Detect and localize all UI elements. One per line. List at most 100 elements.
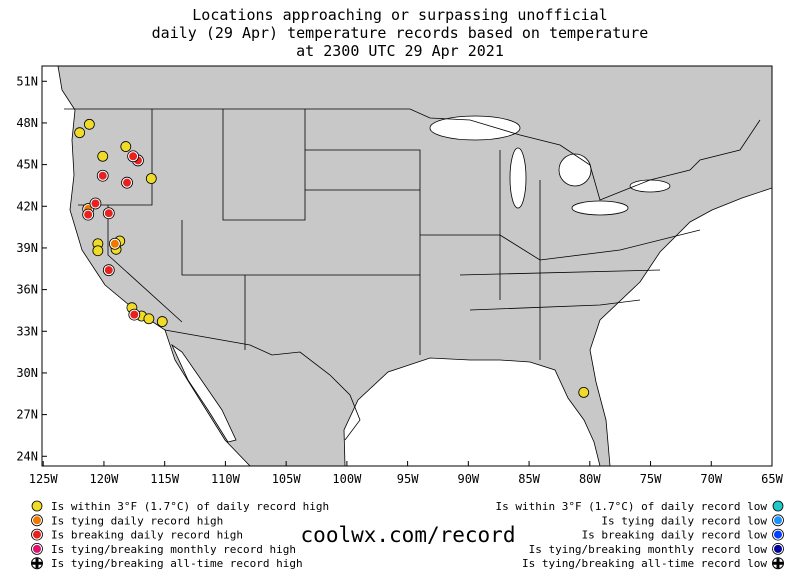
x-tick-label: 115W [150, 472, 180, 486]
marker-body [97, 150, 109, 162]
state-lines [459, 269, 661, 276]
y-tick-label: 30N [16, 366, 38, 380]
marker [82, 208, 95, 221]
marker [31, 514, 43, 527]
gulf-of-mexico [343, 357, 601, 467]
marker-core [774, 530, 782, 539]
marker-core [129, 152, 138, 161]
marker-core [130, 310, 139, 319]
marker [127, 150, 139, 163]
marker-core [774, 516, 782, 525]
marker [772, 514, 784, 527]
marker-pattern [32, 558, 42, 569]
marker [145, 173, 157, 184]
marker [121, 176, 133, 189]
marker [96, 169, 109, 182]
marker-core [91, 199, 100, 208]
marker-core [123, 178, 132, 187]
x-tick-label: 105W [272, 472, 302, 486]
marker [31, 543, 43, 555]
y-tick-label: 24N [16, 449, 38, 463]
legend-label: Is breaking daily record high [51, 529, 243, 542]
x-tick-label: 65W [761, 472, 783, 486]
marker [772, 500, 784, 512]
marker-body [120, 141, 132, 152]
map-frame [41, 65, 773, 467]
y-tick-label: 51N [16, 74, 38, 88]
lake-michigan [509, 147, 527, 209]
legend-label: Is within 3°F (1.7°C) of daily record hi… [51, 500, 329, 513]
y-tick-label: 27N [16, 408, 38, 422]
marker [128, 308, 141, 321]
marker [156, 316, 168, 327]
state-lines [181, 220, 421, 355]
marker [143, 313, 155, 325]
canada-border [64, 108, 761, 201]
mexico-border [164, 329, 361, 441]
legend-label: Is tying daily record high [51, 514, 223, 527]
marker-body [772, 500, 784, 512]
legend-label: Is tying/breaking all-time record high [51, 557, 303, 570]
legend-label: Is tying/breaking monthly record high [51, 543, 296, 556]
marker [83, 118, 95, 130]
lake-erie [571, 200, 629, 216]
pacific-ocean [41, 65, 251, 467]
title-line: at 2300 UTC 29 Apr 2021 [296, 42, 504, 60]
marker [31, 557, 43, 570]
marker-pattern [773, 558, 783, 569]
x-tick-label: 95W [397, 472, 419, 486]
marker [578, 386, 590, 398]
marker [108, 237, 121, 250]
x-tick-label: 100W [332, 472, 362, 486]
marker [97, 150, 109, 162]
title-line: Locations approaching or surpassing unof… [192, 6, 607, 24]
marker [89, 197, 102, 210]
marker [772, 543, 784, 555]
legend-label: Is tying daily record low [601, 514, 767, 527]
state-lines [222, 109, 306, 221]
marker-body [74, 127, 86, 139]
legend-label: Is within 3°F (1.7°C) of daily record lo… [495, 500, 767, 513]
marker-core [33, 544, 41, 553]
legend-label: Is tying/breaking monthly record low [529, 543, 768, 556]
site-url: coolwx.com/record [301, 523, 516, 547]
marker [120, 141, 132, 152]
marker-core [774, 544, 782, 553]
marker-core [98, 171, 107, 180]
marker-core [104, 266, 113, 275]
title-line: daily (29 Apr) temperature records based… [152, 24, 649, 42]
y-tick-label: 45N [16, 158, 38, 172]
marker [102, 264, 115, 277]
x-tick-label: 125W [29, 472, 59, 486]
y-tick-label: 39N [16, 241, 38, 255]
y-tick-label: 36N [16, 283, 38, 297]
marker [92, 245, 104, 257]
marker-body [578, 386, 590, 398]
x-tick-label: 75W [640, 472, 662, 486]
marker-core [33, 516, 41, 525]
x-tick-label: 80W [579, 472, 601, 486]
x-tick-label: 110W [211, 472, 241, 486]
marker [772, 557, 784, 570]
x-tick-label: 70W [700, 472, 722, 486]
marker [31, 528, 43, 541]
marker-body [31, 500, 43, 512]
marker-body [92, 245, 104, 257]
legend-label: Is tying/breaking all-time record low [522, 557, 767, 570]
legend-label: Is breaking daily record low [582, 529, 768, 542]
state-lines [305, 149, 421, 275]
lake-huron [558, 153, 592, 187]
marker-body [145, 173, 157, 184]
gulf-of-california [171, 343, 237, 443]
basemap [41, 65, 773, 467]
marker [772, 528, 784, 541]
marker-core [84, 210, 93, 219]
marker [74, 127, 86, 139]
x-tick-label: 85W [518, 472, 540, 486]
y-tick-label: 48N [16, 116, 38, 130]
x-tick-label: 90W [457, 472, 479, 486]
lake-superior [429, 115, 521, 141]
marker [102, 207, 115, 220]
